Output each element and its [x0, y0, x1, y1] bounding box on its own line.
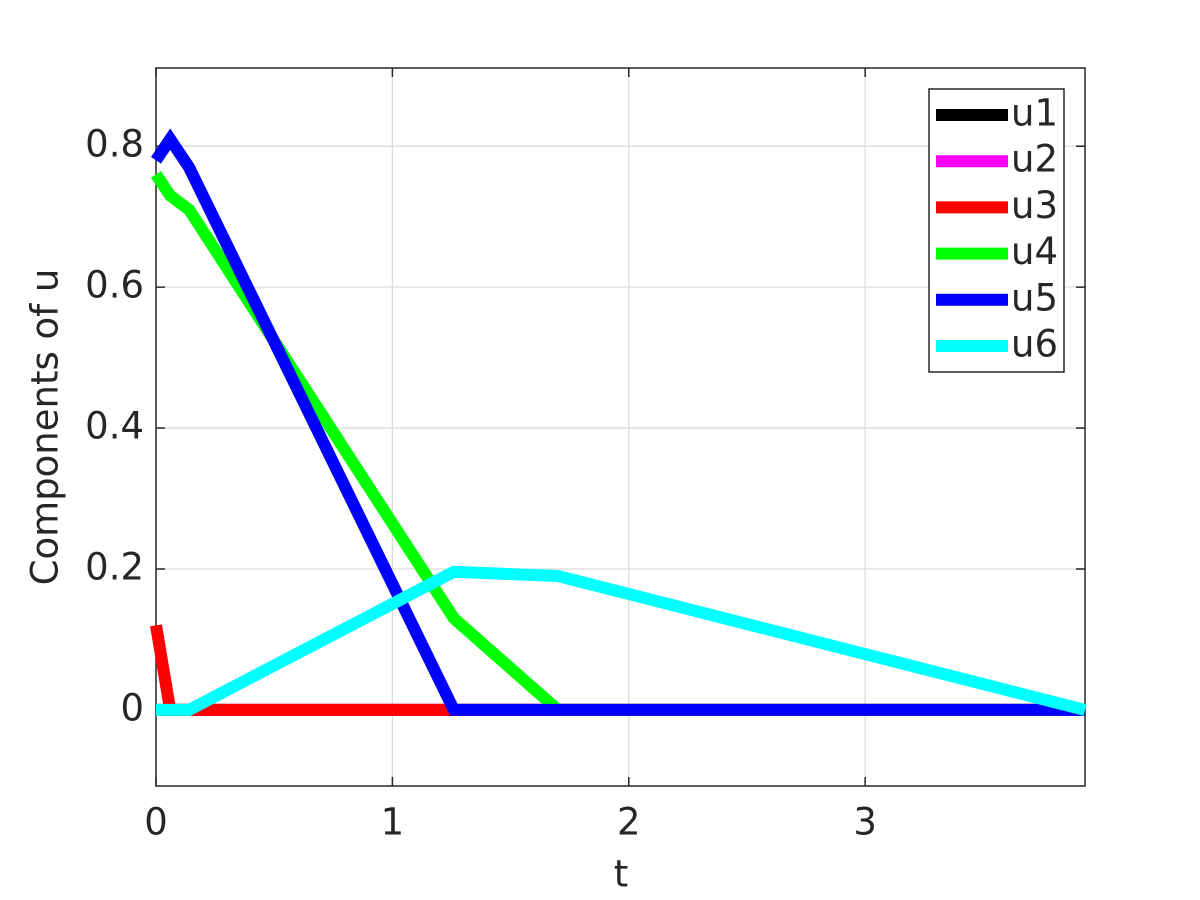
x-tick-label: 2: [617, 801, 641, 844]
legend-label: u4: [1011, 230, 1058, 273]
x-axis-label: t: [614, 853, 629, 896]
legend-label: u3: [1011, 184, 1058, 227]
legend-label: u1: [1011, 92, 1058, 135]
x-tick-label: 1: [381, 801, 405, 844]
legend-label: u2: [1011, 138, 1058, 181]
y-axis-label: Components of u: [24, 269, 67, 586]
y-tick-label: 0.4: [85, 405, 144, 448]
y-tick-label: 0.6: [85, 264, 144, 307]
y-tick-label: 0.8: [85, 123, 144, 166]
x-tick-label: 0: [144, 801, 168, 844]
y-tick-label: 0: [120, 686, 144, 729]
legend-box: [928, 88, 1065, 373]
axes-box: [155, 67, 1086, 787]
series-line: [151, 128, 1085, 716]
series-line: [156, 565, 1087, 716]
y-tick-label: 0.2: [85, 545, 144, 588]
legend-label: u6: [1011, 323, 1058, 366]
x-tick-label: 3: [853, 801, 877, 844]
legend-label: u5: [1011, 276, 1058, 319]
